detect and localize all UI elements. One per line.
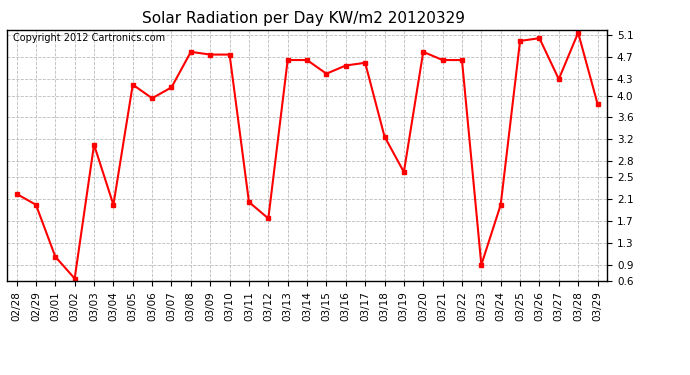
Text: Copyright 2012 Cartronics.com: Copyright 2012 Cartronics.com (13, 33, 165, 42)
Text: Solar Radiation per Day KW/m2 20120329: Solar Radiation per Day KW/m2 20120329 (142, 11, 465, 26)
